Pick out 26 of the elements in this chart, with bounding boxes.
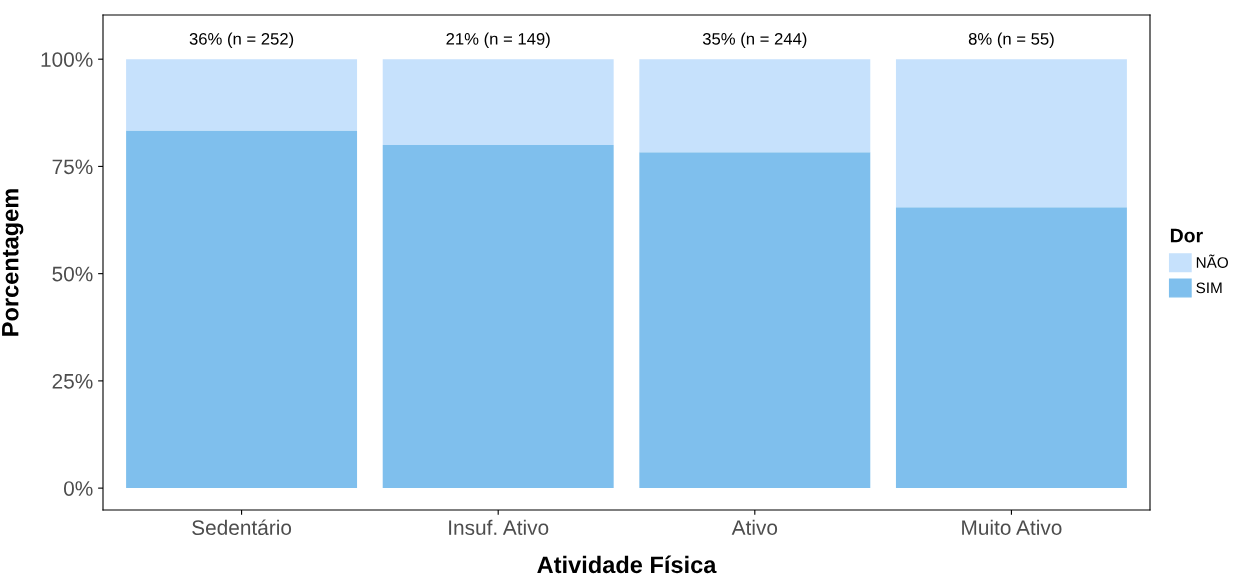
annotation: 35% (n = 244) — [702, 32, 807, 49]
y-tick-label: 50% — [52, 266, 93, 282]
y-axis-title: Porcentagem — [2, 189, 24, 336]
bar — [895, 207, 1127, 489]
bar — [382, 144, 614, 489]
x-tick-label: Ativo — [731, 519, 778, 536]
x-tick-label: Insuf. Ativo — [449, 519, 549, 536]
bar — [895, 59, 1127, 208]
y-tick-label: 0% — [63, 481, 93, 496]
annotation: 36% (n = 252) — [189, 32, 294, 49]
bar — [126, 59, 358, 131]
annotation: 21% (n = 149) — [446, 32, 550, 49]
x-tick-label: Muito Ativo — [962, 519, 1062, 536]
y-tick-label: 100% — [41, 52, 93, 67]
y-tick-label: 25% — [52, 373, 93, 389]
x-axis-title: Atividade Física — [537, 555, 717, 574]
x-tick-label: Sedentário — [192, 519, 292, 536]
bar — [382, 59, 614, 145]
y-tick-label: 75% — [52, 159, 93, 175]
bar — [639, 59, 871, 153]
legend-title: Dor — [1170, 228, 1203, 243]
legend-label: NÃO — [1196, 254, 1228, 268]
annotation: 8% (n = 55) — [968, 32, 1054, 49]
bar — [126, 130, 358, 489]
legend-label: SIM — [1196, 282, 1222, 294]
bar — [639, 152, 871, 489]
